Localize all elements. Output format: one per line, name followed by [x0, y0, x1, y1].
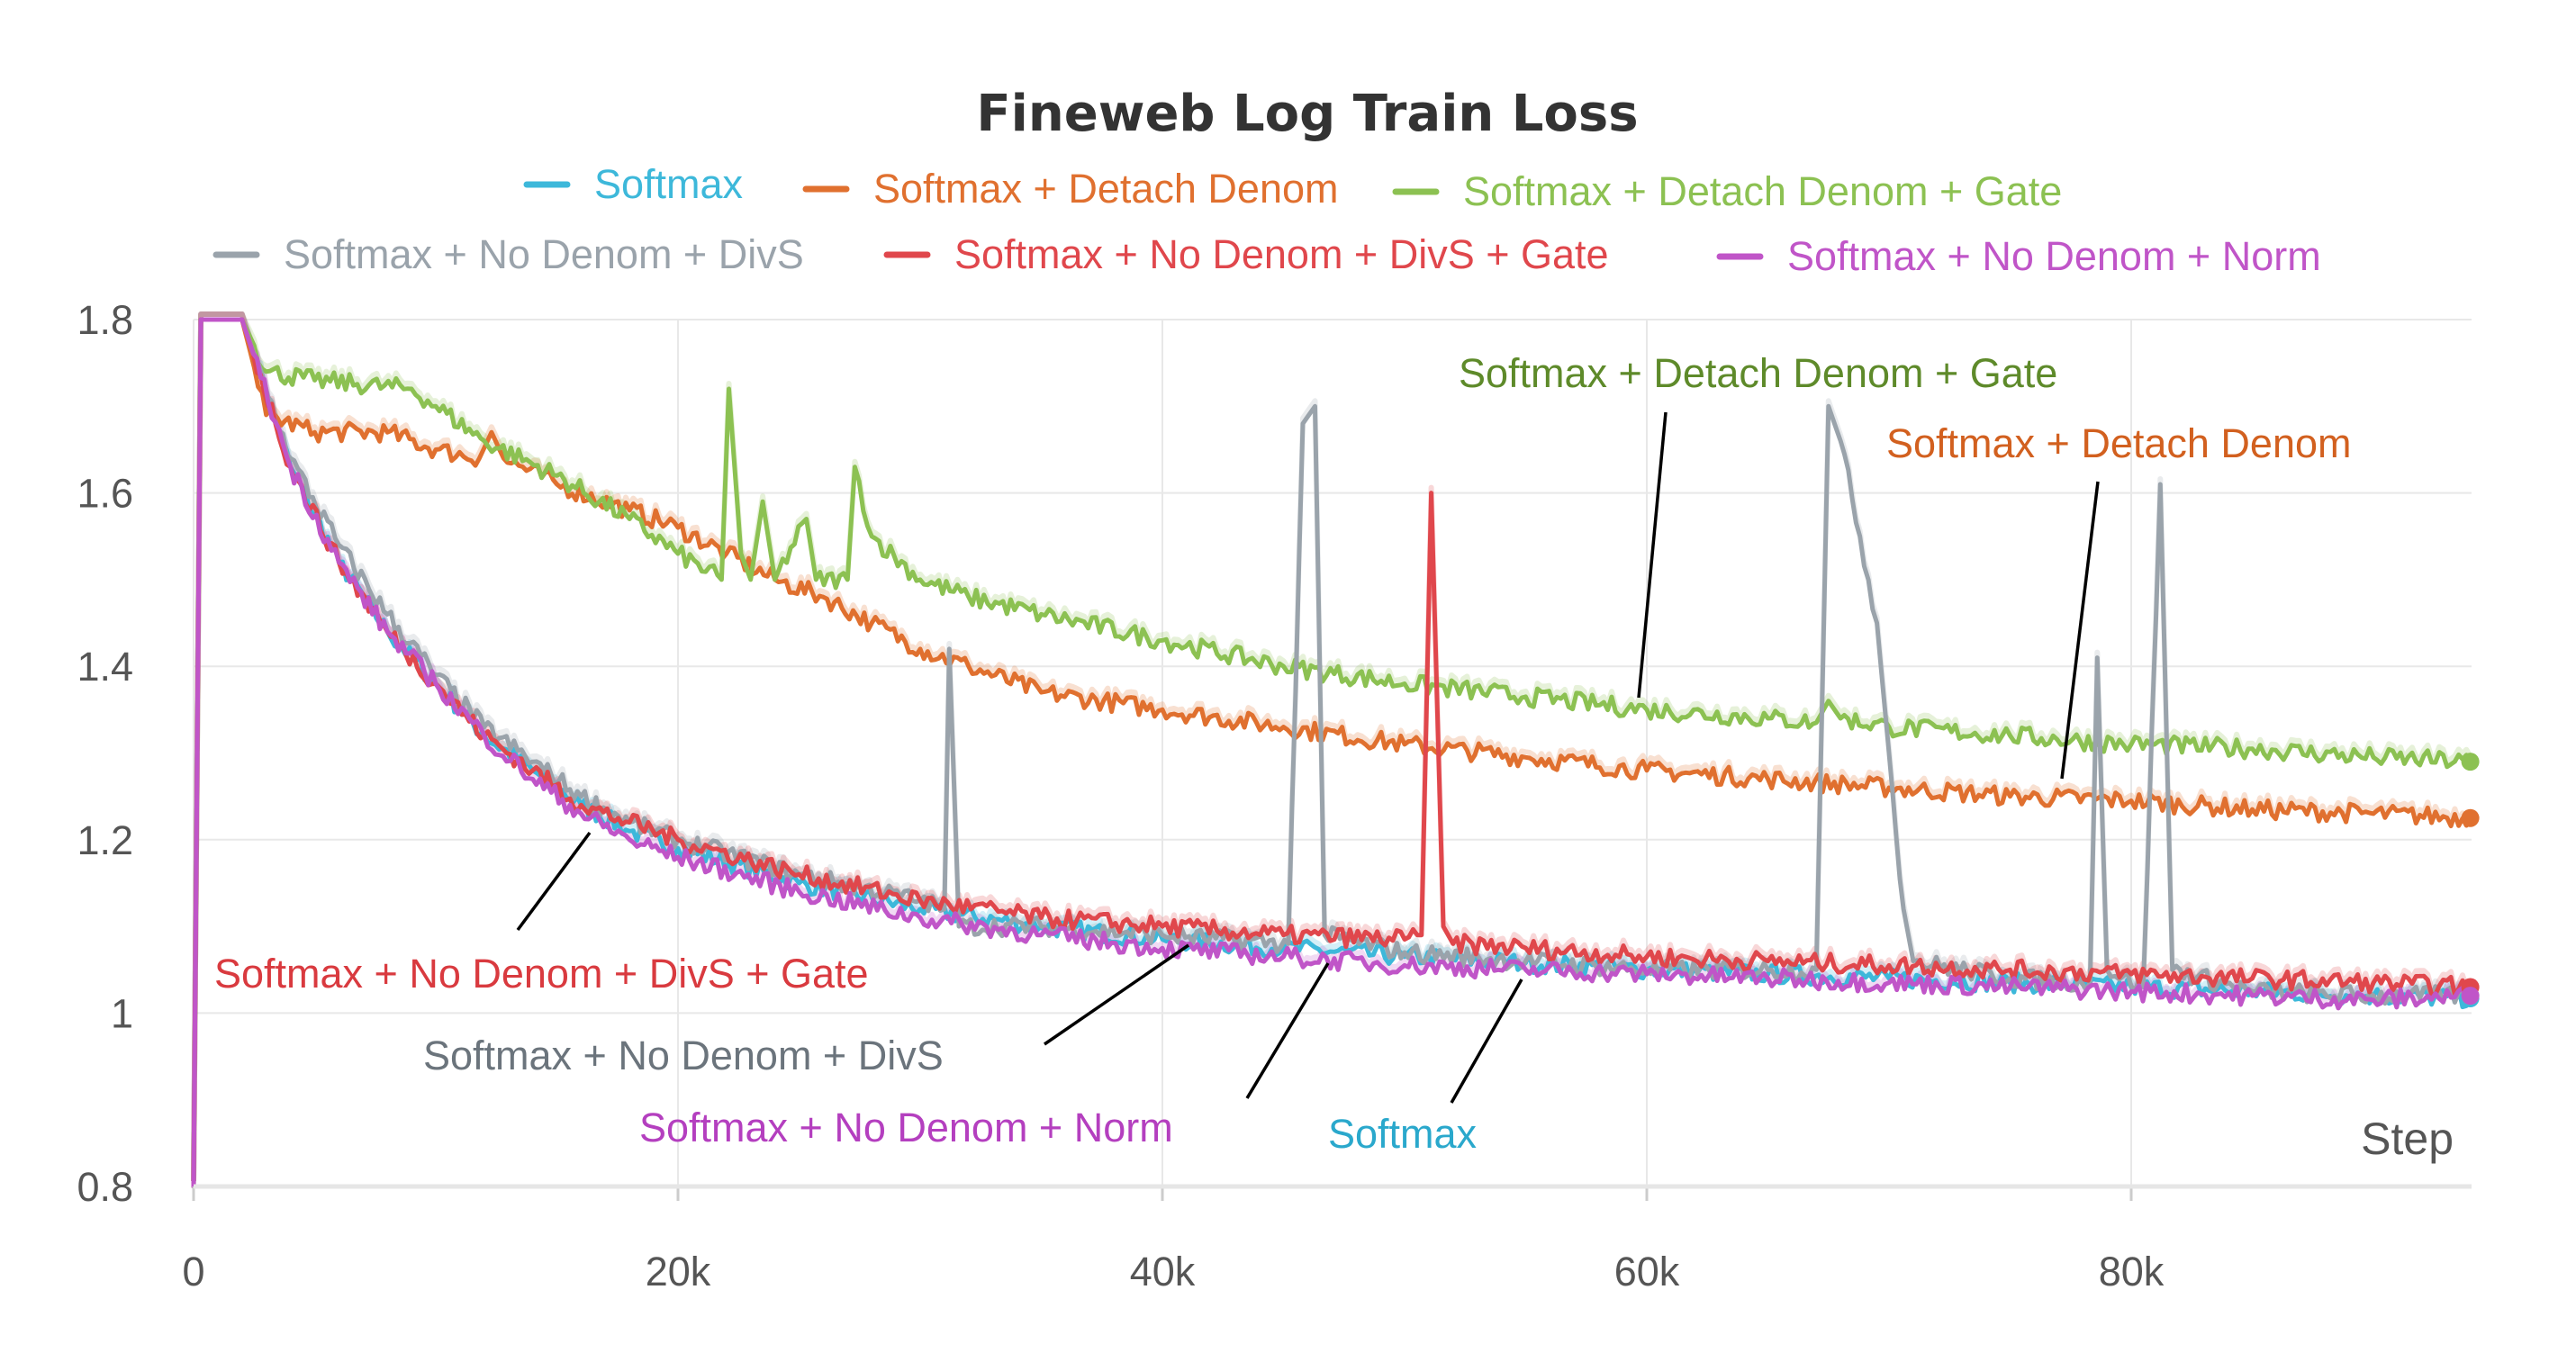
x-tick-label: 20k	[646, 1249, 711, 1294]
x-tick-label: 60k	[1614, 1249, 1680, 1294]
series-end-dot	[2461, 987, 2480, 1006]
legend-entry[interactable]: Softmax + Detach Denom	[873, 166, 1339, 212]
legend-entry[interactable]: Softmax + No Denom + Norm	[1787, 233, 2321, 279]
annotation-label: Softmax + No Denom + Norm	[639, 1105, 1173, 1150]
series-line	[191, 317, 2473, 1189]
series-end-dot	[2461, 808, 2480, 827]
series-smoothing-band	[191, 311, 2473, 1182]
annotation-leader-line	[1044, 943, 1189, 1046]
legend-entry[interactable]: Softmax + No Denom + DivS	[284, 231, 804, 277]
annotation-label: Softmax + Detach Denom + Gate	[1459, 350, 2057, 396]
legend-entry[interactable]: Softmax + No Denom + DivS + Gate	[954, 231, 1609, 277]
x-tick-label: 40k	[1130, 1249, 1196, 1294]
y-tick-label: 1.2	[77, 817, 133, 863]
x-tick-label: 80k	[2099, 1249, 2165, 1294]
series-line	[191, 317, 2473, 1189]
legend: Softmax Softmax + Detach Denom Softmax + D…	[212, 161, 2321, 279]
x-tick-label: 0	[182, 1249, 204, 1294]
y-tick-label: 0.8	[77, 1164, 133, 1210]
axes: 0.8 1 1.2 1.4 1.6 1.8 0 20k 40k 60k 80k	[77, 297, 2472, 1294]
y-tick-label: 1.6	[77, 471, 133, 517]
y-tick-label: 1.4	[77, 644, 133, 690]
annotation-label: Softmax + Detach Denom	[1886, 420, 2352, 466]
legend-entry[interactable]: Softmax + Detach Denom + Gate	[1463, 168, 2062, 214]
series-line	[191, 317, 2473, 1189]
annotation-leader-line	[2060, 481, 2100, 780]
x-axis-label: Step	[2361, 1114, 2454, 1164]
annotation-leader-line	[1245, 962, 1330, 1099]
annotation-label: Softmax + No Denom + DivS	[423, 1033, 944, 1078]
annotation-leader-line	[516, 831, 592, 932]
annotations: Softmax + Detach Denom + Gate Softmax + D…	[214, 350, 2352, 1157]
annotation-leader-line	[1637, 411, 1668, 699]
series-end-dot	[2461, 753, 2480, 771]
series-end-markers	[2461, 753, 2480, 1008]
series-lines	[191, 317, 2473, 1189]
y-tick-label: 1.8	[77, 297, 133, 343]
chart-title: Fineweb Log Train Loss	[976, 85, 1638, 143]
legend-entry[interactable]: Softmax	[594, 161, 744, 207]
annotation-label: Softmax	[1328, 1111, 1478, 1157]
annotation-leader-line	[1450, 979, 1523, 1104]
annotation-label: Softmax + No Denom + DivS + Gate	[214, 951, 869, 997]
y-tick-label: 1	[111, 990, 133, 1036]
series-line	[191, 317, 2473, 1189]
